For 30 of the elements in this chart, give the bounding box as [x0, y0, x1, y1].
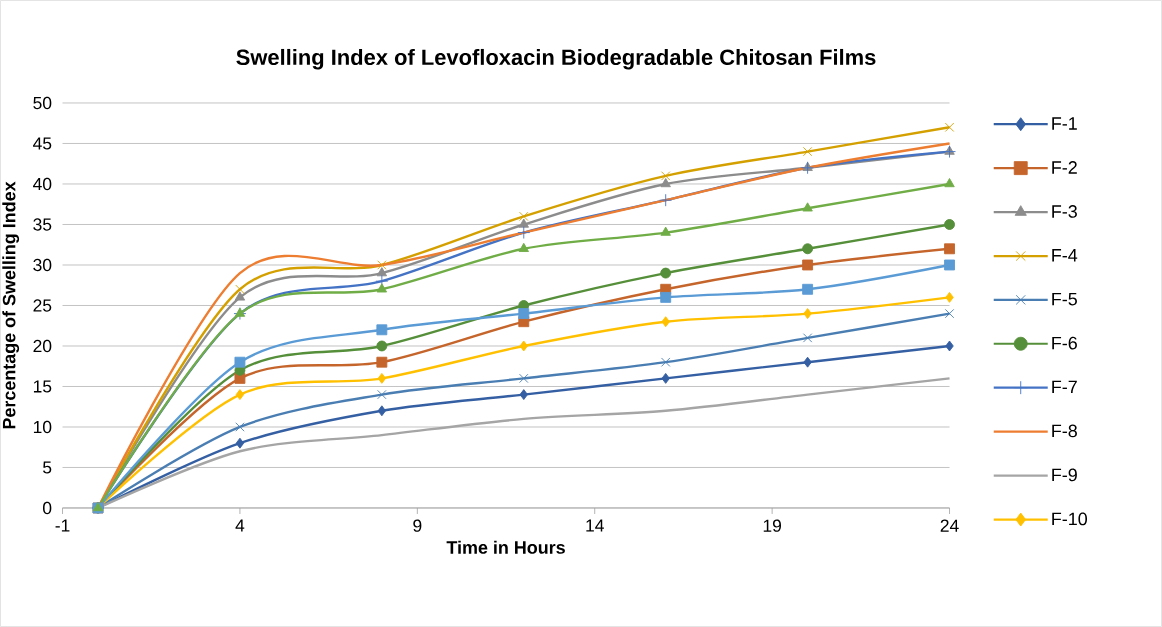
y-axis-title: Percentage of Swelling Index [2, 181, 20, 429]
chart-title: Swelling Index of Levofloxacin Biodegradable Chitosan Films [236, 48, 876, 70]
y-tick-label: 20 [33, 339, 52, 353]
legend-label: F-8 [1052, 424, 1077, 438]
legend-label: F-1 [1052, 117, 1077, 130]
legend-label: F-5 [1052, 292, 1077, 306]
y-tick-label: 45 [33, 137, 52, 150]
y-tick-label: 30 [33, 258, 52, 272]
y-tick-label: 15 [33, 380, 52, 393]
x-tick-label: 4 [235, 519, 245, 532]
x-tick-label: 24 [940, 519, 959, 532]
y-tick-label: 40 [33, 177, 52, 191]
y-tick-label: 10 [33, 420, 52, 434]
y-tick-label: 5 [43, 461, 52, 474]
x-tick-label: 19 [763, 519, 781, 532]
y-tick-label: 25 [33, 299, 52, 312]
y-tick-label: 0 [43, 501, 52, 515]
legend-label: F-4 [1052, 249, 1078, 262]
legend-label: F-3 [1052, 205, 1077, 218]
x-tick-label: -1 [55, 519, 70, 532]
legend-label: F-6 [1052, 336, 1077, 350]
y-tick-label: 35 [33, 218, 52, 231]
x-tick-label: 14 [586, 519, 604, 532]
legend-label: F-9 [1052, 468, 1077, 482]
legend-label: F-10 [1052, 512, 1087, 526]
legend-label: F-2 [1052, 161, 1077, 174]
y-tick-label: 50 [33, 96, 52, 110]
x-axis-title: Time in Hours [446, 540, 565, 554]
legend-label: F-7 [1052, 380, 1077, 394]
x-tick-label: 9 [413, 519, 422, 532]
